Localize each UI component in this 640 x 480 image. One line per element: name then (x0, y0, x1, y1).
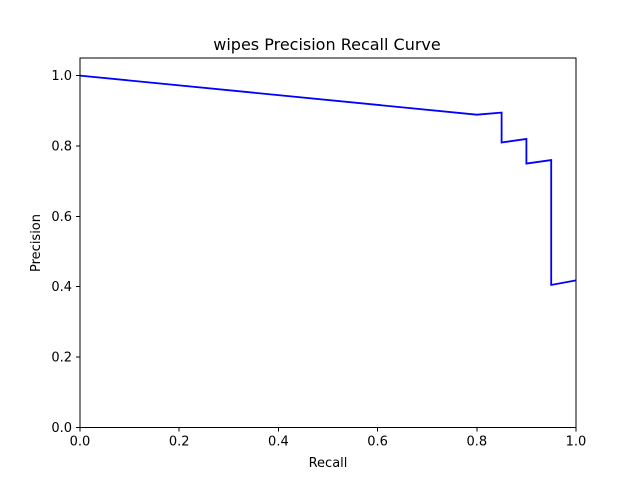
x-axis-ticks: 0.0 0.2 0.4 0.6 0.8 1.0 (70, 427, 587, 450)
x-tick-label: 0.8 (466, 435, 487, 450)
y-tick-label: 0.8 (51, 139, 72, 154)
series-layer (79, 74, 577, 287)
y-tick-label: 0.6 (51, 210, 72, 225)
x-tick-label: 0.0 (70, 435, 91, 450)
y-tick-label: 1.0 (51, 69, 72, 84)
y-tick-label: 0.0 (51, 421, 72, 436)
y-tick-label: 0.4 (51, 280, 72, 295)
pr-curve-line-0 (79, 74, 577, 287)
x-tick-label: 0.6 (367, 435, 388, 450)
y-axis-label: Precision (29, 214, 44, 272)
y-tick-label: 0.2 (51, 351, 72, 366)
x-tick-label: 0.4 (268, 435, 289, 450)
x-tick-label: 1.0 (566, 435, 587, 450)
x-axis-label: Recall (309, 456, 348, 471)
chart-title: wipes Precision Recall Curve (213, 35, 440, 54)
y-axis-ticks: 0.0 0.2 0.4 0.6 0.8 1.0 (51, 69, 80, 436)
x-tick-label: 0.2 (169, 435, 190, 450)
plot-frame (79, 57, 577, 428)
